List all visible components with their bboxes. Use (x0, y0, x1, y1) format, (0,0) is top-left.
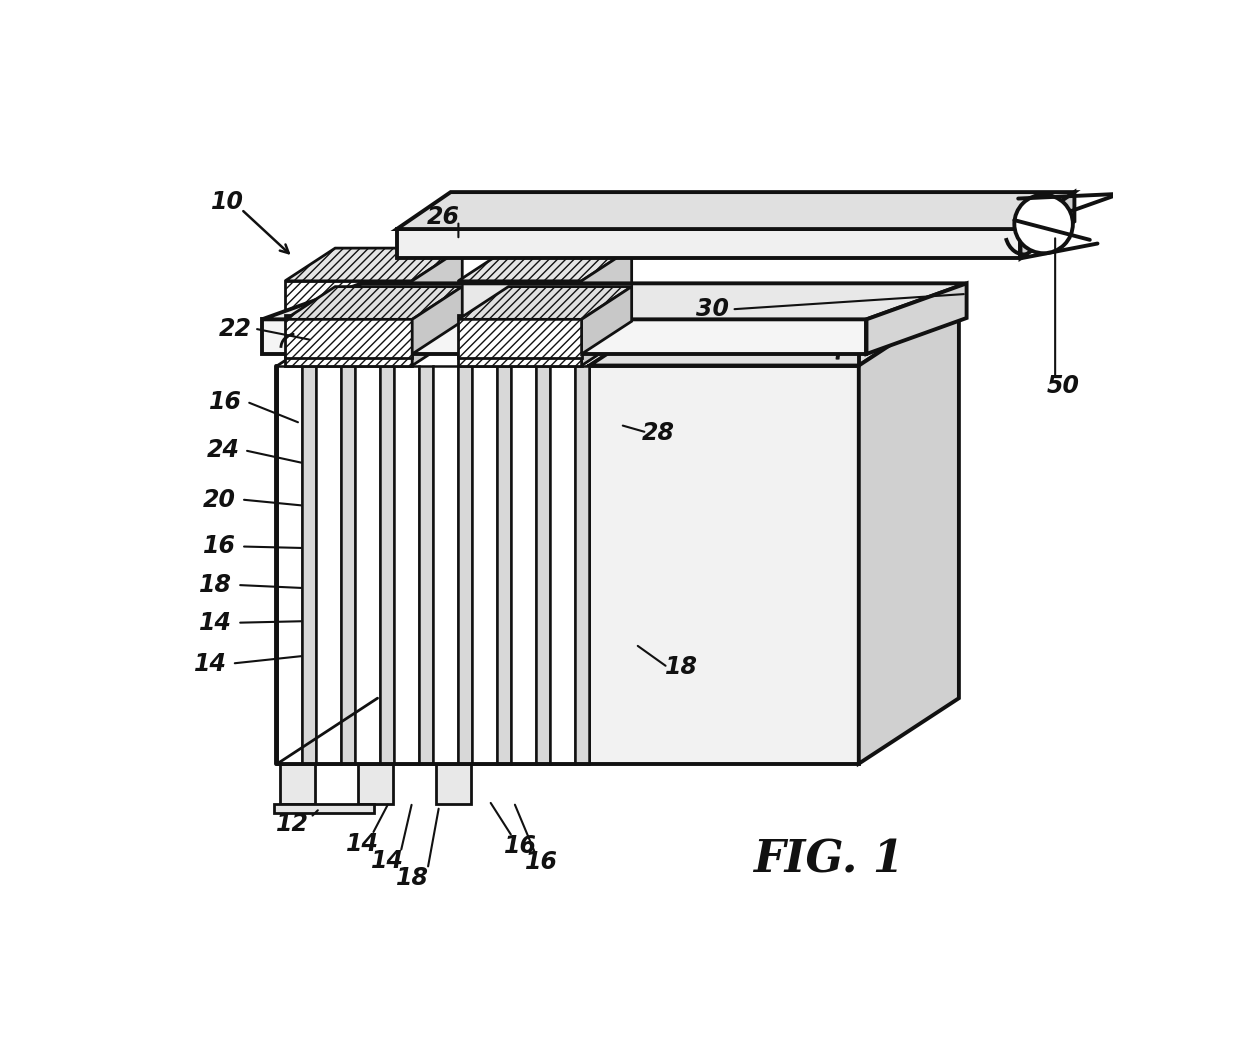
Text: 14: 14 (193, 651, 227, 675)
Polygon shape (575, 366, 589, 763)
Polygon shape (379, 366, 394, 763)
Polygon shape (278, 366, 303, 763)
Polygon shape (280, 763, 315, 803)
Polygon shape (397, 192, 1074, 229)
Text: 20: 20 (203, 487, 236, 512)
Polygon shape (459, 286, 631, 319)
Polygon shape (262, 283, 967, 319)
Polygon shape (459, 315, 582, 358)
Polygon shape (285, 286, 463, 319)
Polygon shape (419, 366, 433, 763)
Polygon shape (582, 286, 631, 354)
Polygon shape (867, 283, 967, 354)
Polygon shape (859, 300, 959, 763)
Text: 26: 26 (427, 205, 460, 229)
Polygon shape (303, 366, 316, 763)
Polygon shape (551, 366, 575, 763)
Text: 16: 16 (503, 834, 537, 858)
Text: 30: 30 (696, 297, 729, 321)
Polygon shape (356, 366, 379, 763)
Polygon shape (274, 803, 373, 813)
Text: 50: 50 (1047, 374, 1079, 398)
Polygon shape (316, 366, 341, 763)
Polygon shape (412, 248, 463, 366)
Polygon shape (262, 319, 867, 354)
Polygon shape (589, 300, 959, 366)
Text: 16: 16 (210, 390, 242, 413)
Polygon shape (536, 366, 551, 763)
Text: 18: 18 (396, 866, 429, 890)
Text: 24: 24 (207, 439, 241, 462)
Polygon shape (285, 281, 412, 366)
Polygon shape (497, 366, 511, 763)
Text: FIG. 1: FIG. 1 (753, 838, 904, 882)
Text: 14: 14 (200, 611, 232, 634)
Text: 16: 16 (525, 850, 558, 874)
Polygon shape (412, 286, 463, 354)
Text: 14: 14 (371, 850, 404, 873)
Polygon shape (459, 281, 582, 366)
Circle shape (1014, 194, 1073, 254)
Polygon shape (433, 366, 458, 763)
Text: 12: 12 (277, 812, 309, 836)
Polygon shape (458, 366, 472, 763)
Text: 22: 22 (218, 317, 252, 340)
Text: 18: 18 (200, 573, 232, 597)
Polygon shape (511, 366, 536, 763)
Polygon shape (285, 315, 412, 358)
Polygon shape (285, 248, 463, 281)
Text: 14: 14 (346, 833, 378, 856)
Text: 10: 10 (211, 189, 244, 214)
Polygon shape (1021, 192, 1074, 258)
Text: 18: 18 (665, 655, 698, 680)
Text: 28: 28 (642, 421, 675, 445)
Polygon shape (582, 248, 631, 366)
Polygon shape (459, 248, 631, 281)
Polygon shape (394, 366, 419, 763)
Polygon shape (358, 763, 393, 803)
Polygon shape (472, 366, 497, 763)
Polygon shape (341, 366, 356, 763)
Polygon shape (589, 366, 859, 763)
Text: 16: 16 (203, 535, 236, 558)
Polygon shape (436, 763, 470, 803)
Polygon shape (397, 229, 1021, 258)
